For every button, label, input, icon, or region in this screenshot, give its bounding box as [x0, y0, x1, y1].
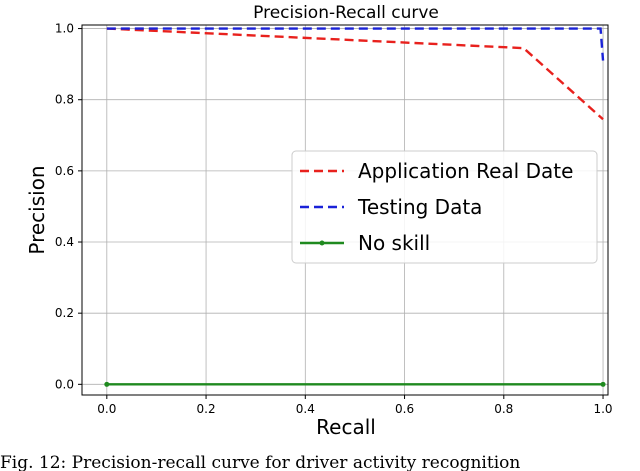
legend: Application Real Date Testing Data No skil… — [291, 150, 598, 264]
y-tick-label: 0.0 — [55, 377, 74, 391]
y-tick-label: 0.2 — [55, 306, 74, 320]
axis-ticks: 0.0 0.2 0.4 0.6 0.8 1.0 0.0 0.2 0.4 0.6 0.8 1.0 — [55, 22, 613, 416]
y-tick-label: 0.4 — [55, 235, 74, 249]
series-layer — [104, 27, 606, 387]
series-point-3 — [600, 381, 606, 387]
y-axis-label: Precision — [25, 165, 49, 254]
x-tick-label: 0.0 — [97, 402, 116, 416]
x-tick-label: 0.6 — [395, 402, 414, 416]
series-line-1 — [106, 27, 604, 121]
chart-title: Precision-Recall curve — [253, 3, 439, 23]
legend-label-2: Testing Data — [357, 195, 482, 219]
y-tick-label: 0.8 — [55, 93, 74, 107]
x-axis-label: Recall — [316, 415, 376, 439]
legend-marker-3 — [319, 240, 325, 246]
figure-caption: Fig. 12: Precision-recall curve for driv… — [0, 453, 520, 471]
plot-frame — [81, 24, 609, 396]
series-line-2 — [106, 27, 605, 61]
x-tick-label: 0.4 — [296, 402, 315, 416]
series-point-3 — [104, 381, 110, 387]
x-tick-label: 0.8 — [494, 402, 513, 416]
x-tick-label: 1.0 — [593, 402, 612, 416]
x-tick-label: 0.2 — [197, 402, 216, 416]
y-tick-label: 0.6 — [55, 164, 74, 178]
legend-box — [291, 150, 598, 264]
y-tick-label: 1.0 — [55, 22, 74, 36]
legend-label-3: No skill — [358, 231, 430, 255]
legend-label-1: Application Real Date — [358, 159, 573, 183]
